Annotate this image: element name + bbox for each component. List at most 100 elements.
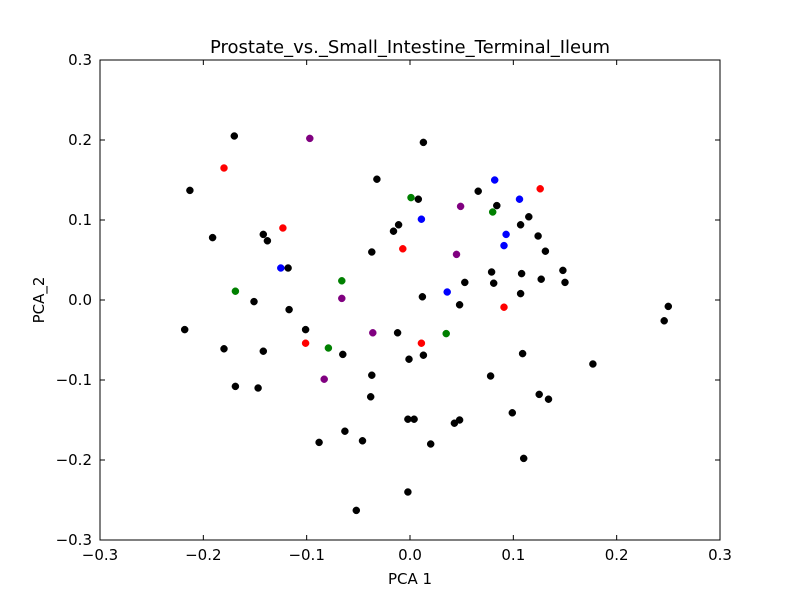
data-point	[461, 278, 469, 287]
data-point	[220, 164, 228, 172]
chart-title: Prostate_vs._Small_Intestine_Terminal_Il…	[210, 37, 610, 58]
data-point	[230, 132, 239, 140]
data-point	[394, 221, 403, 229]
data-point	[660, 317, 668, 325]
data-point	[324, 344, 333, 352]
data-point	[589, 360, 597, 368]
data-points	[180, 132, 673, 515]
data-point	[517, 269, 526, 278]
data-point	[341, 427, 349, 435]
data-point	[259, 347, 268, 355]
data-point	[277, 264, 285, 272]
data-point	[419, 351, 428, 359]
y-tick-label: 0.3	[68, 51, 92, 69]
data-point	[231, 382, 240, 391]
y-tick-label: 0.0	[68, 291, 92, 309]
data-point	[186, 186, 194, 195]
data-point	[368, 248, 376, 256]
data-point	[285, 305, 293, 314]
x-tick-label: −0.1	[288, 546, 324, 564]
data-point	[338, 277, 346, 285]
data-point	[502, 230, 510, 239]
data-point	[410, 415, 418, 423]
data-point	[489, 279, 498, 287]
data-point	[486, 372, 495, 380]
data-point	[306, 134, 314, 143]
x-tick-label: 0.0	[398, 546, 422, 564]
y-axis-label: PCA_2	[30, 277, 49, 324]
data-point	[536, 185, 544, 193]
data-point	[516, 221, 525, 229]
data-point	[393, 329, 402, 337]
x-tick-label: 0.1	[501, 546, 525, 564]
data-point	[320, 375, 328, 383]
data-point	[537, 275, 545, 283]
x-tick-label: −0.3	[82, 546, 118, 564]
data-point	[417, 215, 426, 223]
data-point	[474, 187, 482, 195]
data-point	[455, 301, 464, 309]
y-tick-label: −0.1	[56, 371, 92, 389]
data-point	[279, 224, 287, 232]
data-point	[373, 175, 381, 183]
data-point	[352, 506, 361, 515]
data-point	[338, 294, 346, 303]
data-point	[369, 329, 377, 337]
data-point	[664, 302, 673, 311]
data-point	[259, 230, 268, 239]
x-tick-label: 0.2	[605, 546, 629, 564]
data-point	[419, 138, 428, 147]
plot-frame	[99, 59, 721, 541]
data-point	[231, 287, 240, 295]
data-point	[450, 419, 459, 427]
axis-ticks: −0.3 −0.2 −0.1 0.0 0.1 0.2 0.3 −0.3 −0.2 −0.1 0.0 0…	[56, 51, 732, 564]
data-point	[414, 195, 423, 203]
data-point	[561, 278, 569, 287]
data-point	[366, 393, 375, 401]
data-point	[488, 208, 497, 216]
y-tick-label: 0.2	[68, 131, 92, 149]
y-tick-label: −0.2	[56, 451, 92, 469]
data-point	[525, 213, 533, 221]
data-point	[490, 176, 499, 184]
data-point	[559, 266, 567, 275]
data-point	[426, 440, 435, 448]
data-point	[418, 293, 427, 301]
data-point	[442, 329, 450, 338]
data-point	[500, 303, 508, 311]
data-point	[519, 454, 528, 463]
data-point	[544, 395, 553, 403]
data-point	[405, 355, 413, 363]
data-point	[368, 371, 376, 379]
data-point	[315, 438, 323, 447]
data-point	[456, 202, 465, 211]
data-point	[389, 227, 398, 235]
data-point	[493, 201, 501, 210]
data-point	[508, 409, 517, 417]
data-point	[301, 325, 310, 334]
data-point	[250, 297, 258, 306]
data-point	[263, 237, 272, 245]
data-point	[518, 349, 527, 358]
x-tick-label: −0.2	[185, 546, 221, 564]
data-point	[516, 289, 525, 298]
x-tick-label: 0.3	[708, 546, 732, 564]
data-point	[541, 247, 550, 255]
x-axis-label: PCA 1	[388, 570, 432, 588]
data-point	[208, 233, 217, 242]
data-point	[407, 193, 415, 202]
data-point	[417, 339, 426, 347]
y-tick-label: 0.1	[68, 211, 92, 229]
data-point	[301, 339, 310, 347]
data-point	[284, 264, 292, 272]
data-point	[180, 325, 189, 334]
data-point	[535, 390, 543, 399]
data-point	[443, 288, 451, 296]
data-point	[339, 350, 347, 359]
data-point	[515, 195, 524, 203]
data-point	[487, 268, 496, 276]
data-point	[500, 241, 508, 250]
data-point	[254, 384, 262, 392]
